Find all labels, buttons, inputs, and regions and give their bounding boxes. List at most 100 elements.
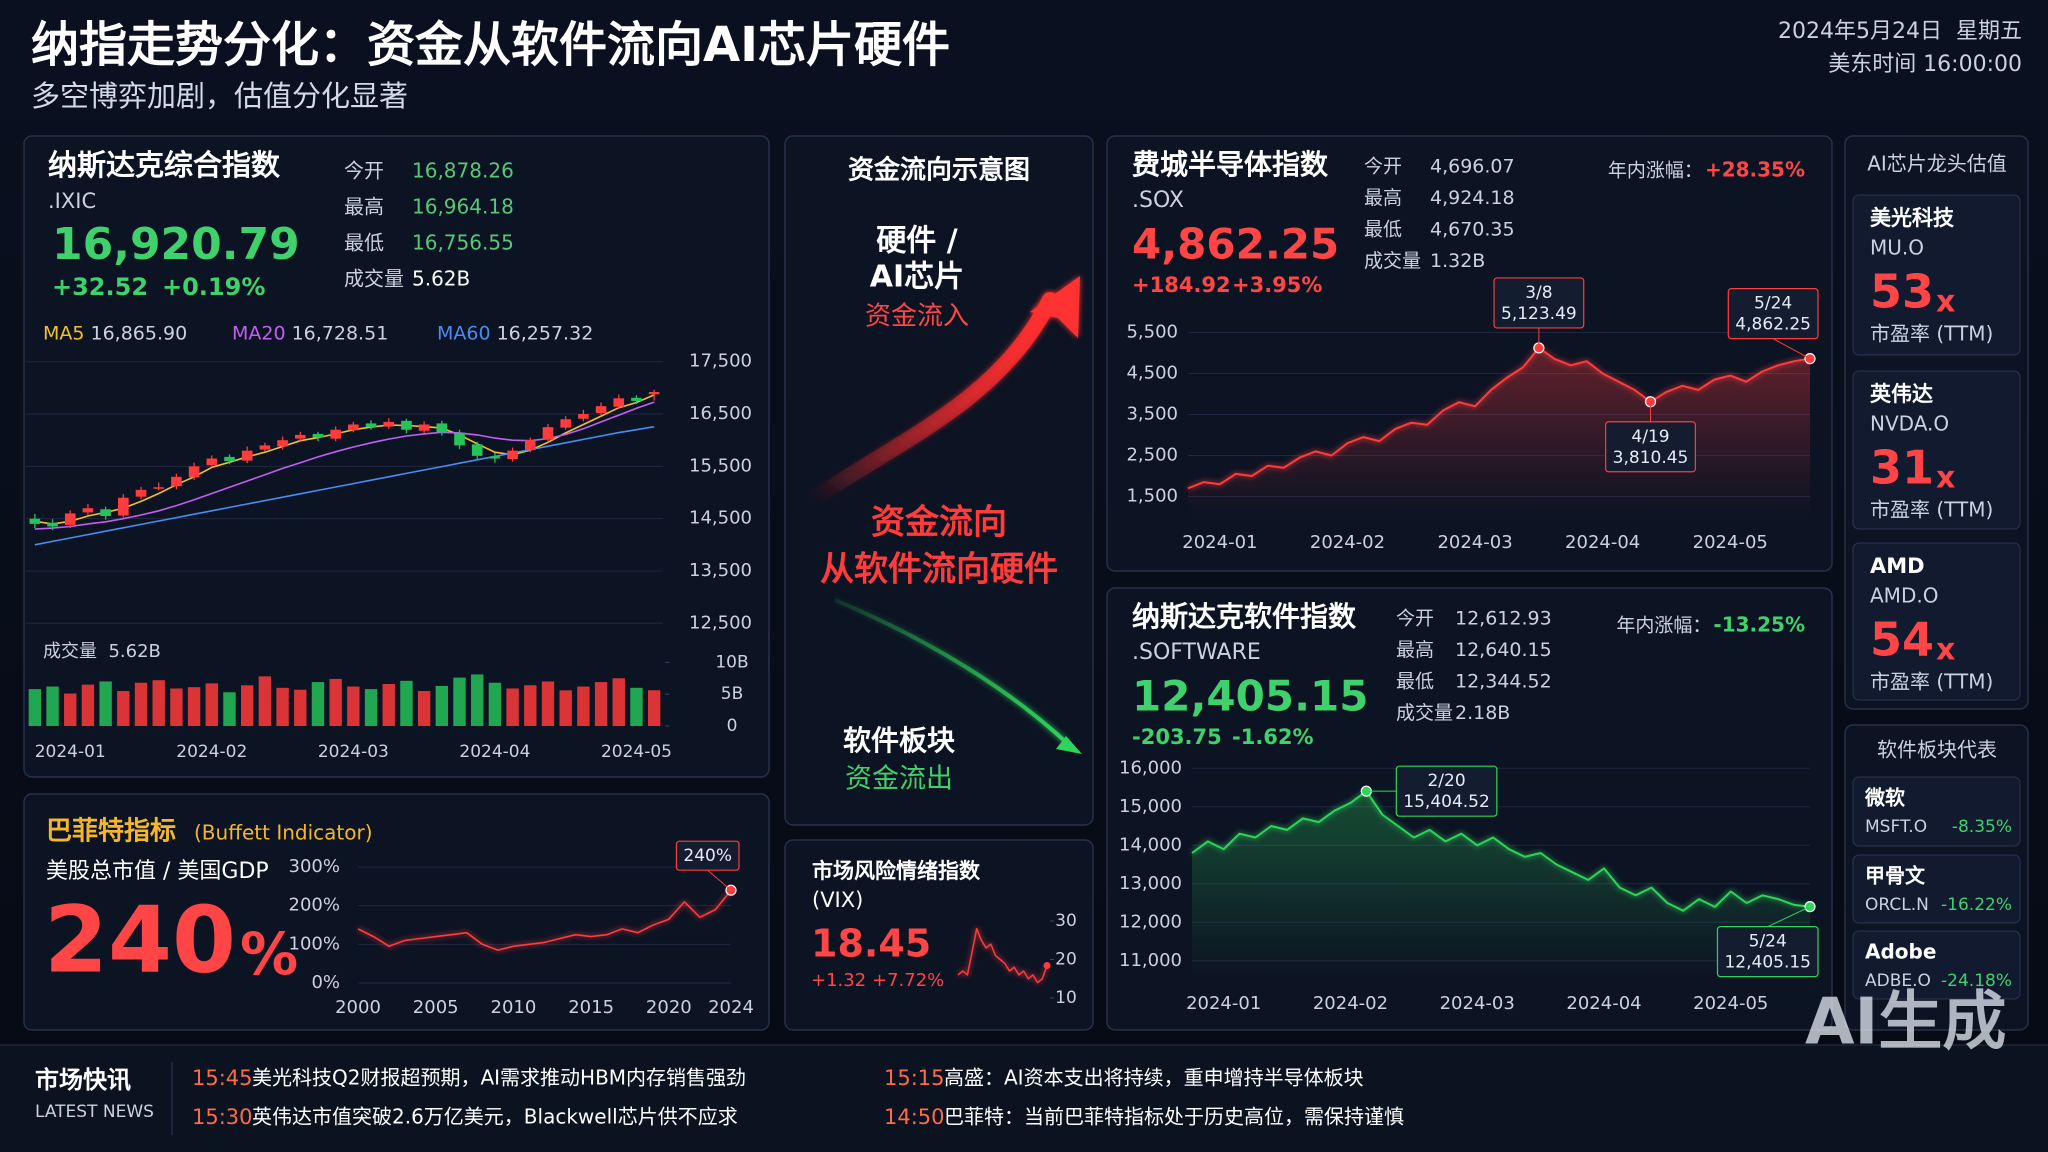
y-tick-label: 5,500 [1126, 322, 1178, 343]
stat-label: 最高 [344, 195, 384, 219]
news-text: 美光科技Q2财报超预期，AI需求推动HBM内存销售强劲 [252, 1066, 746, 1090]
panel-buffett [23, 793, 770, 1031]
annotation-leader [707, 869, 732, 891]
stat-value: 16,964.18 [412, 195, 514, 219]
y-tick-label: 200% [289, 895, 340, 916]
x-tick-label: 2024-03 [318, 742, 389, 762]
stock-pe: 53 [1870, 265, 1934, 319]
stat-label: 最高 [1396, 639, 1434, 661]
x-tick-label: 2000 [335, 997, 381, 1018]
candle-body [224, 456, 235, 462]
column-title: 软件板块代表 [1877, 738, 1997, 762]
stat-value: 16,878.26 [412, 159, 514, 183]
stock-name: Adobe [1865, 940, 1936, 964]
index-price: 12,405.15 [1132, 672, 1368, 721]
buffett-title-en: (Buffett Indicator) [194, 821, 373, 845]
stock-code: MSFT.O [1865, 817, 1927, 837]
candle-body [206, 458, 218, 466]
y-tick-label: 10 [1055, 988, 1077, 1008]
volume-bar [524, 685, 537, 726]
vix-change-pct: +7.72% [872, 970, 944, 991]
stat-value: 4,924.18 [1430, 187, 1515, 209]
candle-body [135, 489, 147, 497]
stat-value: 4,696.07 [1430, 156, 1515, 178]
index-name: 纳斯达克综合指数 [48, 148, 281, 182]
news-time: 15:45 [192, 1066, 253, 1090]
ytd-value: -13.25% [1713, 613, 1805, 637]
line-area [1192, 791, 1810, 980]
volume-bar [506, 688, 519, 726]
volume-bar [294, 689, 307, 726]
title: 纳指走势分化：资金从软件流向AI芯片硬件 [31, 17, 950, 73]
y-tick-label: 13,500 [689, 560, 752, 581]
index-price: 16,920.79 [52, 219, 300, 270]
index-change: +32.52 [52, 273, 148, 301]
x-tick-label: 2024-01 [1182, 532, 1257, 553]
candle-body [383, 421, 395, 427]
volume-bar [81, 684, 95, 726]
index-change: +184.92 [1132, 273, 1231, 297]
index-change: -203.75 [1132, 725, 1222, 749]
volume-bar [205, 683, 218, 726]
index-code: .SOX [1132, 188, 1184, 213]
x-tick-label: 2024 [708, 997, 754, 1018]
volume-bar [240, 685, 254, 726]
ytd-label: 年内涨幅： [1616, 615, 1711, 637]
annotation-text: 240% [683, 846, 732, 866]
volume-bar [647, 690, 661, 726]
volume-bar [471, 674, 484, 726]
stat-label: 最低 [344, 231, 384, 255]
annotation-text: 12,405.15 [1724, 953, 1811, 973]
volume-bar [347, 686, 360, 726]
annotation-text: 15,404.52 [1403, 792, 1490, 812]
stat-value: 12,612.93 [1455, 608, 1552, 630]
annotation-text: 4/19 [1631, 427, 1669, 447]
y-tick-label: 15,500 [689, 455, 752, 476]
stat-label: 成交量 [1396, 702, 1453, 724]
volume-bar [99, 681, 112, 726]
news-text: 英伟达市值突破2.6万亿美元，Blackwell芯片供不应求 [252, 1105, 738, 1129]
volume-tick-label: 10B [715, 652, 748, 672]
annotation-box [1716, 926, 1819, 978]
panel-flow [784, 135, 1094, 826]
index-change-pct: +0.19% [162, 273, 265, 301]
stock-name: 甲骨文 [1865, 864, 1926, 888]
y-tick-label: 16,000 [1119, 757, 1182, 778]
annotation-text: 3,810.45 [1613, 448, 1689, 468]
vix-code: (VIX) [812, 888, 863, 912]
y-tick-label: 15,000 [1119, 796, 1182, 817]
annotation-text: 2/20 [1427, 771, 1465, 791]
stat-value: 16,756.55 [412, 231, 514, 255]
ma-line [34, 394, 655, 525]
annotation-box [1395, 765, 1498, 817]
y-tick-label: 11,000 [1119, 950, 1182, 971]
outflow-arrowhead [1056, 736, 1082, 754]
volume-bar [612, 678, 625, 726]
candle-body [401, 420, 412, 430]
candle-body [82, 508, 94, 513]
index-price: 4,862.25 [1132, 220, 1339, 269]
stat-value: 12,344.52 [1455, 671, 1552, 693]
outflow-arrow [834, 598, 1070, 746]
candle-body [560, 419, 571, 428]
x-tick-label: 2010 [491, 997, 537, 1018]
candle-body [648, 392, 660, 395]
candle-body [294, 434, 306, 439]
volume-bar [364, 689, 378, 726]
stat-label: 最低 [1364, 219, 1402, 241]
card [1852, 542, 2021, 701]
candle-body [471, 444, 483, 456]
ma-line [34, 425, 655, 546]
candle-body [348, 424, 359, 431]
annotation-box [1493, 277, 1585, 329]
volume-bar [258, 676, 272, 726]
legend-name: MA20 [232, 323, 286, 345]
volume-bar [170, 688, 183, 726]
stat-label: 成交量 [344, 267, 404, 291]
stock-pe-unit: x [1936, 461, 1955, 496]
y-tick-label: 30 [1055, 911, 1077, 931]
annotation-text: 5/24 [1749, 932, 1787, 952]
volume-bar [541, 681, 555, 726]
panel-nasdaq [23, 135, 770, 778]
stat-value: 1.32B [1430, 250, 1485, 272]
